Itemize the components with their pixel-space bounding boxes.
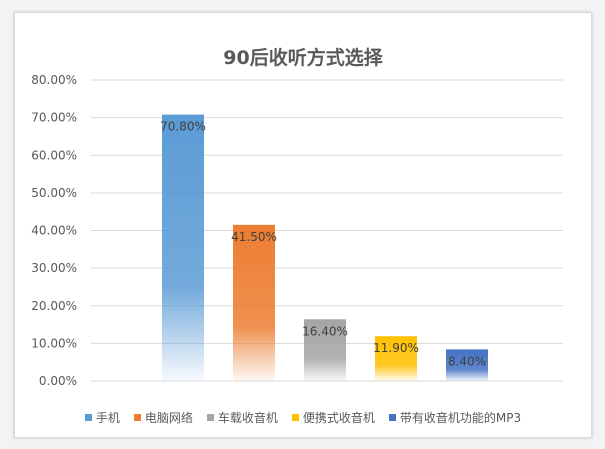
- y-tick-label: 60.00%: [31, 148, 77, 162]
- y-tick-label: 80.00%: [31, 73, 77, 87]
- bar-5: [446, 349, 488, 381]
- y-tick-label: 10.00%: [31, 336, 77, 350]
- bar-1: [162, 114, 204, 382]
- legend-label: 电脑网络: [144, 411, 193, 425]
- bar-4: [375, 336, 417, 381]
- y-tick-label: 50.00%: [31, 186, 77, 200]
- data-labels: 70.80% 41.50% 16.40% 11.90% 8.40%: [160, 120, 486, 369]
- legend: 手机 电脑网络 车载收音机 便携式收音机 带有收音机功能的MP3: [15, 409, 591, 426]
- legend-item: 带有收音机功能的MP3: [388, 409, 522, 426]
- bar-chart: 0.00% 10.00% 20.00% 30.00% 40.00% 50.00% 60.00…: [31, 73, 563, 388]
- bar-3: [304, 319, 346, 381]
- bars: [162, 114, 488, 382]
- data-label: 70.80%: [160, 120, 206, 134]
- legend-swatch: [388, 414, 396, 421]
- legend-item: 手机: [84, 409, 120, 426]
- y-tick-label: 70.00%: [31, 111, 77, 125]
- legend-swatch: [84, 414, 92, 421]
- data-label: 41.50%: [231, 230, 277, 244]
- legend-swatch: [206, 414, 214, 421]
- data-label: 8.40%: [448, 354, 486, 368]
- legend-label: 车载收音机: [217, 411, 278, 425]
- legend-label: 带有收音机功能的MP3: [399, 411, 522, 425]
- legend-item: 车载收音机: [206, 409, 278, 426]
- legend-swatch: [291, 414, 299, 421]
- y-tick-label: 0.00%: [39, 374, 77, 388]
- y-tick-label: 40.00%: [31, 224, 77, 238]
- legend-label: 手机: [95, 411, 120, 425]
- legend-item: 电脑网络: [133, 409, 193, 426]
- chart-frame: 90后收听方式选择 0.00% 10.00% 20.00% 30.00% 40.00% 5…: [14, 12, 592, 438]
- y-tick-label: 20.00%: [31, 299, 77, 313]
- legend-label: 便携式收音机: [302, 411, 375, 425]
- bar-2: [233, 224, 275, 381]
- data-label: 16.40%: [302, 324, 348, 338]
- y-axis-ticks: 0.00% 10.00% 20.00% 30.00% 40.00% 50.00% 60.00…: [31, 73, 77, 388]
- legend-item: 便携式收音机: [291, 409, 375, 426]
- y-tick-label: 30.00%: [31, 261, 77, 275]
- data-label: 11.90%: [373, 341, 419, 355]
- legend-swatch: [133, 414, 141, 421]
- chart-title: 90后收听方式选择: [223, 47, 383, 69]
